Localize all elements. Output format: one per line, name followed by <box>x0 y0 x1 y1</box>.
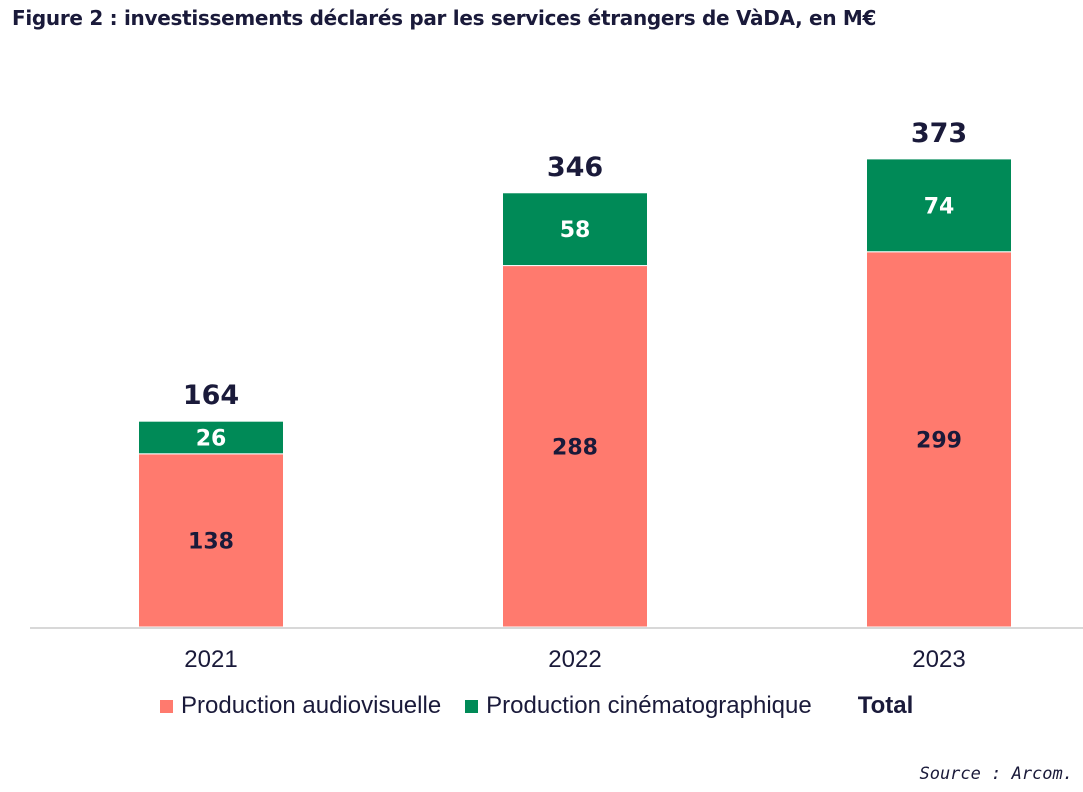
data-label-cinema-2021: 26 <box>196 426 227 451</box>
data-label-audiovisuel-2021: 138 <box>188 529 234 554</box>
total-label-2021: 164 <box>183 380 239 411</box>
bar-audiovisuel-2023 <box>866 251 1012 628</box>
legend-label-total: Total <box>857 692 914 719</box>
bar-cinema-2021 <box>138 420 284 455</box>
bar-audiovisuel-2022 <box>502 265 648 628</box>
x-tick-label-2021: 2021 <box>184 646 237 673</box>
bars-group: 138 26 164 288 58 346 299 74 373 <box>138 118 1012 628</box>
chart-title: Figure 2 : investissements déclarés par … <box>12 6 877 30</box>
x-tick-label-2022: 2022 <box>548 646 601 673</box>
legend-label-audiovisuel: Production audiovisuelle <box>181 692 442 719</box>
bar-audiovisuel-2021 <box>138 453 284 628</box>
data-label-cinema-2023: 74 <box>924 194 955 219</box>
data-label-cinema-2022: 58 <box>560 218 591 243</box>
bar-cinema-2022 <box>502 192 648 267</box>
bar-cinema-2023 <box>866 158 1012 253</box>
total-label-2023: 373 <box>911 118 967 149</box>
legend-label-cinema: Production cinématographique <box>486 692 812 719</box>
source-note: Source : Arcom. <box>919 764 1073 784</box>
legend-swatch-cinema <box>465 699 479 713</box>
legend-item-audiovisuel: Production audiovisuelle <box>160 692 441 720</box>
legend-item-cinema: Production cinématographique <box>465 692 812 720</box>
legend-swatch-audiovisuel <box>160 699 173 713</box>
x-tick-labels: 2021 2022 2023 <box>184 646 965 673</box>
data-label-audiovisuel-2022: 288 <box>552 435 598 460</box>
x-tick-label-2023: 2023 <box>912 646 965 673</box>
total-label-2022: 346 <box>547 152 603 183</box>
legend: Production audiovisuelle Production ciné… <box>160 692 913 720</box>
data-label-audiovisuel-2023: 299 <box>916 428 962 453</box>
